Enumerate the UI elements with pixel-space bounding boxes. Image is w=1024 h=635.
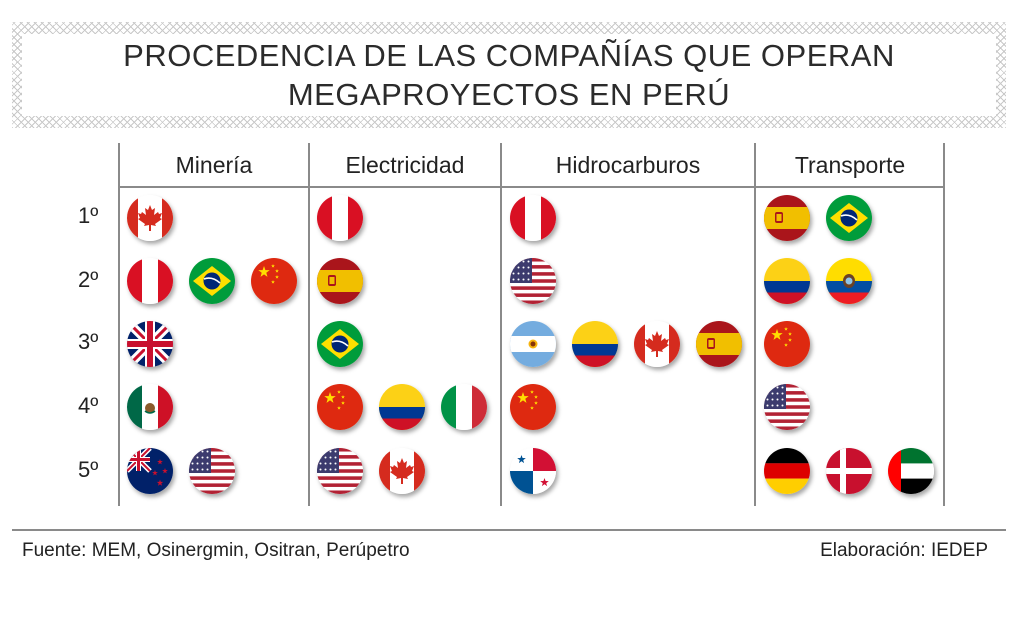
spain-flag-icon xyxy=(696,321,742,367)
china-flag-icon xyxy=(510,384,556,430)
china-flag-icon xyxy=(317,384,363,430)
brazil-flag-icon xyxy=(826,195,872,241)
usa-flag-icon xyxy=(189,448,235,494)
uk-flag-icon xyxy=(127,321,173,367)
column-header-transporte: Transporte xyxy=(794,152,906,178)
spain-flag-icon xyxy=(317,258,363,304)
column-header-mineria: Minería xyxy=(175,152,253,178)
usa-flag-icon xyxy=(510,258,556,304)
brazil-flag-icon xyxy=(317,321,363,367)
column-header-hidrocarburos: Hidrocarburos xyxy=(555,152,701,178)
canada-flag-icon xyxy=(127,195,173,241)
argentina-flag-icon xyxy=(510,321,556,367)
grid-divider xyxy=(308,143,310,506)
peru-flag-icon xyxy=(510,195,556,241)
new-zealand-flag-icon xyxy=(127,448,173,494)
panama-flag-icon xyxy=(510,448,556,494)
china-flag-icon xyxy=(251,258,297,304)
row-label-5: 5º xyxy=(78,457,99,482)
page-title-line-2: MEGAPROYECTOS EN PERÚ xyxy=(287,77,731,112)
usa-flag-icon xyxy=(764,384,810,430)
uae-flag-icon xyxy=(888,448,934,494)
peru-flag-icon xyxy=(127,258,173,304)
ecuador-flag-icon xyxy=(826,258,872,304)
footer-divider xyxy=(12,529,1006,531)
footer-source: Fuente: MEM, Osinergmin, Ositran, Perúpe… xyxy=(22,540,410,561)
peru-flag-icon xyxy=(317,195,363,241)
spain-flag-icon xyxy=(764,195,810,241)
mexico-flag-icon xyxy=(127,384,173,430)
row-label-3: 3º xyxy=(78,329,99,354)
china-flag-icon xyxy=(764,321,810,367)
canada-flag-icon xyxy=(634,321,680,367)
page-title-line-1: PROCEDENCIA DE LAS COMPAÑÍAS QUE OPERAN xyxy=(123,38,895,73)
footer-credit: Elaboración: IEDEP xyxy=(820,540,988,561)
italy-flag-icon xyxy=(441,384,487,430)
canada-flag-icon xyxy=(379,448,425,494)
colombia-flag-icon xyxy=(379,384,425,430)
title-box: PROCEDENCIA DE LAS COMPAÑÍAS QUE OPERAN … xyxy=(22,34,996,116)
grid-divider xyxy=(500,143,502,506)
column-header-electricidad: Electricidad xyxy=(345,152,465,178)
denmark-flag-icon xyxy=(826,448,872,494)
colombia-flag-icon xyxy=(764,258,810,304)
row-label-1: 1º xyxy=(78,203,99,228)
brazil-flag-icon xyxy=(189,258,235,304)
grid-divider xyxy=(943,143,945,506)
usa-flag-icon xyxy=(317,448,363,494)
row-label-4: 4º xyxy=(78,393,99,418)
grid-divider xyxy=(118,143,120,506)
colombia-flag-icon xyxy=(572,321,618,367)
header-divider xyxy=(118,186,945,188)
grid-divider xyxy=(754,143,756,506)
germany-flag-icon xyxy=(764,448,810,494)
row-label-2: 2º xyxy=(78,267,99,292)
